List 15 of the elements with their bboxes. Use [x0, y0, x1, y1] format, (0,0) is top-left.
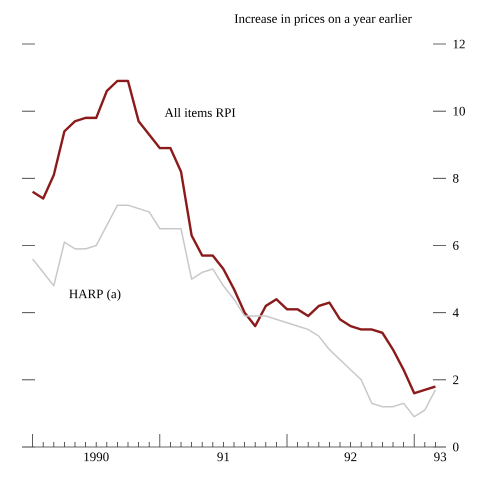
y-tick-label: 2	[453, 376, 458, 384]
series-label: All items RPI	[164, 108, 236, 118]
line-series	[31, 80, 437, 394]
y-tick-label: 10	[454, 106, 465, 116]
y-tick-label: 12	[454, 40, 465, 48]
y-tick-label: 6	[453, 241, 459, 250]
x-tick-label: 93	[434, 452, 446, 462]
y-axis-title: Increase in prices on a year earlier	[234, 14, 412, 26]
x-tick-label: 1990	[84, 452, 109, 462]
y-tick-label: 8	[453, 174, 459, 183]
x-tick-label: 91	[217, 452, 230, 462]
y-tick-label: 4	[452, 308, 459, 317]
x-tick-label: 92	[344, 452, 356, 462]
series-label: HARP (a)	[69, 289, 120, 301]
y-tick-label: 0	[453, 442, 459, 452]
